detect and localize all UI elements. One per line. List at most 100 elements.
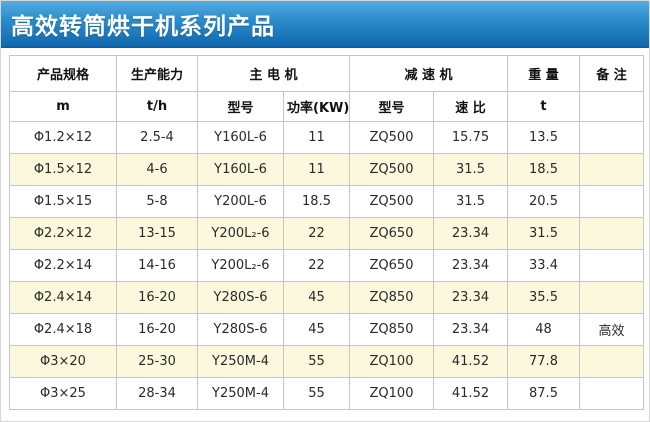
reducer-model-cell: ZQ650 <box>349 217 434 250</box>
subheader-weight-unit: t <box>507 91 580 122</box>
spec-cell: Φ3×25 <box>9 377 117 410</box>
reducer-model-cell: ZQ850 <box>349 313 434 346</box>
motor-power-cell: 11 <box>283 153 350 186</box>
capacity-cell: 25-30 <box>116 345 198 378</box>
subheader-motor-model: 型号 <box>197 91 284 122</box>
reducer-ratio-cell: 15.75 <box>433 121 508 154</box>
remark-cell <box>579 281 644 314</box>
capacity-cell: 13-15 <box>116 217 198 250</box>
subheader-remark-empty <box>579 91 644 122</box>
spec-cell: Φ1.2×12 <box>9 121 117 154</box>
reducer-ratio-cell: 41.52 <box>433 377 508 410</box>
page-title: 高效转筒烘干机系列产品 <box>11 14 275 40</box>
motor-model-cell: Y200L-6 <box>197 185 284 218</box>
reducer-model-cell: ZQ500 <box>349 121 434 154</box>
header-row-units: m t/h 型号 功率(KW) 型号 速 比 t <box>9 91 644 122</box>
weight-cell: 48 <box>507 313 580 346</box>
table-row: Φ3×20 25-30 Y250M-4 55 ZQ100 41.52 77.8 <box>9 345 644 378</box>
header-remark: 备 注 <box>579 55 644 92</box>
weight-cell: 35.5 <box>507 281 580 314</box>
table-row: Φ2.4×18 16-20 Y280S-6 45 ZQ850 23.34 48 高效 <box>9 313 644 346</box>
remark-cell <box>579 249 644 282</box>
header-spec: 产品规格 <box>9 55 117 92</box>
motor-model-cell: Y160L-6 <box>197 121 284 154</box>
spec-cell: Φ1.5×12 <box>9 153 117 186</box>
title-bar: 高效转筒烘干机系列产品 <box>1 1 649 48</box>
table-row: Φ2.4×14 16-20 Y280S-6 45 ZQ850 23.34 35.5 <box>9 281 644 314</box>
spec-cell: Φ1.5×15 <box>9 185 117 218</box>
weight-cell: 77.8 <box>507 345 580 378</box>
reducer-ratio-cell: 31.5 <box>433 153 508 186</box>
header-capacity: 生产能力 <box>116 55 198 92</box>
remark-cell: 高效 <box>579 313 644 346</box>
table-row: Φ1.2×12 2.5-4 Y160L-6 11 ZQ500 15.75 13.5 <box>9 121 644 154</box>
reducer-ratio-cell: 41.52 <box>433 345 508 378</box>
remark-cell <box>579 345 644 378</box>
subheader-motor-power: 功率(KW) <box>283 91 350 122</box>
motor-power-cell: 55 <box>283 345 350 378</box>
spec-cell: Φ3×20 <box>9 345 117 378</box>
motor-model-cell: Y250M-4 <box>197 377 284 410</box>
reducer-model-cell: ZQ500 <box>349 185 434 218</box>
spec-cell: Φ2.2×14 <box>9 249 117 282</box>
reducer-ratio-cell: 23.34 <box>433 249 508 282</box>
motor-model-cell: Y200L₂-6 <box>197 217 284 250</box>
spec-cell: Φ2.4×18 <box>9 313 117 346</box>
weight-cell: 31.5 <box>507 217 580 250</box>
motor-power-cell: 45 <box>283 281 350 314</box>
motor-power-cell: 22 <box>283 249 350 282</box>
table-row: Φ2.2×12 13-15 Y200L₂-6 22 ZQ650 23.34 31.5 <box>9 217 644 250</box>
header-main-motor: 主 电 机 <box>197 55 350 92</box>
weight-cell: 13.5 <box>507 121 580 154</box>
motor-model-cell: Y200L₂-6 <box>197 249 284 282</box>
remark-cell <box>579 377 644 410</box>
remark-cell <box>579 153 644 186</box>
motor-model-cell: Y280S-6 <box>197 313 284 346</box>
reducer-model-cell: ZQ650 <box>349 249 434 282</box>
remark-cell <box>579 185 644 218</box>
capacity-cell: 5-8 <box>116 185 198 218</box>
reducer-ratio-cell: 23.34 <box>433 217 508 250</box>
motor-power-cell: 18.5 <box>283 185 350 218</box>
table-row: Φ3×25 28-34 Y250M-4 55 ZQ100 41.52 87.5 <box>9 377 644 410</box>
capacity-cell: 14-16 <box>116 249 198 282</box>
table-row: Φ1.5×15 5-8 Y200L-6 18.5 ZQ500 31.5 20.5 <box>9 185 644 218</box>
header-row-groups: 产品规格 生产能力 主 电 机 减 速 机 重 量 备 注 <box>9 55 644 92</box>
capacity-cell: 28-34 <box>116 377 198 410</box>
motor-model-cell: Y160L-6 <box>197 153 284 186</box>
reducer-model-cell: ZQ500 <box>349 153 434 186</box>
spec-cell: Φ2.2×12 <box>9 217 117 250</box>
subheader-reducer-ratio: 速 比 <box>433 91 508 122</box>
reducer-ratio-cell: 31.5 <box>433 185 508 218</box>
motor-model-cell: Y280S-6 <box>197 281 284 314</box>
subheader-spec-unit: m <box>9 91 117 122</box>
weight-cell: 20.5 <box>507 185 580 218</box>
product-spec-table: 产品规格 生产能力 主 电 机 减 速 机 重 量 备 注 m t/h 型号 功… <box>9 55 644 410</box>
reducer-model-cell: ZQ850 <box>349 281 434 314</box>
weight-cell: 33.4 <box>507 249 580 282</box>
motor-power-cell: 45 <box>283 313 350 346</box>
weight-cell: 18.5 <box>507 153 580 186</box>
subheader-capacity-unit: t/h <box>116 91 198 122</box>
reducer-model-cell: ZQ100 <box>349 345 434 378</box>
motor-power-cell: 22 <box>283 217 350 250</box>
capacity-cell: 4-6 <box>116 153 198 186</box>
remark-cell <box>579 121 644 154</box>
reducer-ratio-cell: 23.34 <box>433 281 508 314</box>
motor-model-cell: Y250M-4 <box>197 345 284 378</box>
motor-power-cell: 55 <box>283 377 350 410</box>
reducer-model-cell: ZQ100 <box>349 377 434 410</box>
table-header: 产品规格 生产能力 主 电 机 减 速 机 重 量 备 注 m t/h 型号 功… <box>9 55 644 122</box>
weight-cell: 87.5 <box>507 377 580 410</box>
table-row: Φ1.5×12 4-6 Y160L-6 11 ZQ500 31.5 18.5 <box>9 153 644 186</box>
table-row: Φ2.2×14 14-16 Y200L₂-6 22 ZQ650 23.34 33.4 <box>9 249 644 282</box>
spec-cell: Φ2.4×14 <box>9 281 117 314</box>
header-weight: 重 量 <box>507 55 580 92</box>
table-body: Φ1.2×12 2.5-4 Y160L-6 11 ZQ500 15.75 13.5 Φ1.5×… <box>9 121 644 410</box>
capacity-cell: 2.5-4 <box>116 121 198 154</box>
capacity-cell: 16-20 <box>116 313 198 346</box>
reducer-ratio-cell: 23.34 <box>433 313 508 346</box>
capacity-cell: 16-20 <box>116 281 198 314</box>
subheader-reducer-model: 型号 <box>349 91 434 122</box>
